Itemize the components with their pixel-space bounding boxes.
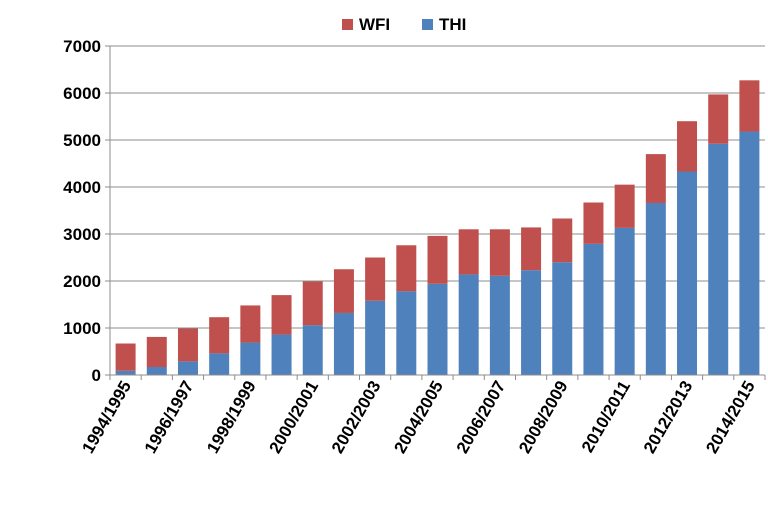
x-tick-label: 2000/2001 (266, 378, 323, 457)
axes (109, 46, 766, 380)
bar-thi (427, 283, 448, 375)
bar-wfi (614, 184, 635, 228)
bar-thi (521, 270, 542, 375)
bar-wfi (427, 235, 448, 284)
bar-wfi (645, 154, 666, 203)
y-tick-label: 1000 (63, 319, 101, 338)
bar-thi (365, 300, 386, 375)
bar-wfi (146, 336, 167, 368)
bar-wfi (271, 295, 292, 335)
bar-wfi (489, 229, 510, 276)
bar-thi (677, 171, 698, 375)
bar-wfi (365, 257, 386, 301)
legend-label-thi: THI (439, 15, 466, 34)
x-tick-label: 2012/2013 (640, 378, 697, 457)
bar-thi (552, 262, 573, 375)
x-tick-label: 2014/2015 (702, 378, 759, 457)
x-tick-label: 2010/2011 (578, 378, 634, 456)
x-tick-label: 2004/2005 (390, 378, 447, 457)
x-tick-label: 2008/2009 (515, 378, 572, 457)
bar-wfi (521, 227, 542, 271)
y-tick-label: 0 (92, 366, 101, 385)
bar-wfi (458, 229, 479, 275)
bar-thi (396, 291, 417, 375)
bar-wfi (209, 317, 230, 354)
legend: WFI THI (342, 15, 466, 34)
bars (115, 80, 760, 375)
bar-thi (333, 312, 354, 375)
bar-thi (302, 325, 323, 375)
bar-thi (708, 143, 729, 375)
y-tick-label: 5000 (63, 131, 101, 150)
y-tick-label: 4000 (63, 178, 101, 197)
y-tick-label: 6000 (63, 84, 101, 103)
bar-thi (739, 131, 760, 375)
bar-wfi (177, 328, 198, 362)
grid-lines (110, 45, 765, 329)
legend-swatch-wfi (342, 19, 353, 30)
x-tick-label: 1994/1995 (78, 378, 135, 457)
bar-thi (115, 370, 136, 375)
bar-wfi (396, 245, 417, 292)
x-tick-label: 1998/1999 (203, 378, 260, 457)
y-tick-label: 3000 (63, 225, 101, 244)
bar-thi (146, 367, 167, 375)
bar-thi (583, 243, 604, 375)
bar-wfi (677, 121, 698, 172)
legend-label-wfi: WFI (359, 15, 390, 34)
legend-swatch-thi (422, 19, 433, 30)
bar-thi (614, 227, 635, 375)
bar-thi (489, 275, 510, 375)
bar-wfi (115, 343, 136, 371)
bar-wfi (739, 80, 760, 132)
bar-wfi (240, 305, 261, 343)
bar-wfi (302, 281, 323, 326)
bar-wfi (708, 94, 729, 144)
y-tick-label: 2000 (63, 272, 101, 291)
x-tick-label: 2002/2003 (328, 378, 385, 457)
bar-thi (645, 202, 666, 375)
bar-thi (209, 353, 230, 375)
bar-wfi (552, 218, 573, 263)
x-axis-ticks: 1994/1995 1996/1997 1998/1999 2000/2001 2002… (78, 378, 758, 457)
bar-thi (177, 361, 198, 375)
y-axis-ticks: 0 1000 2000 3000 4000 5000 6000 7000 (63, 37, 110, 385)
bar-thi (240, 342, 261, 375)
bar-thi (271, 334, 292, 375)
y-tick-label: 7000 (63, 37, 101, 56)
x-tick-label: 1996/1997 (141, 378, 198, 457)
x-tick-label: 2006/2007 (453, 378, 510, 457)
bar-thi (458, 274, 479, 375)
bar-wfi (333, 269, 354, 313)
bar-wfi (583, 202, 604, 244)
